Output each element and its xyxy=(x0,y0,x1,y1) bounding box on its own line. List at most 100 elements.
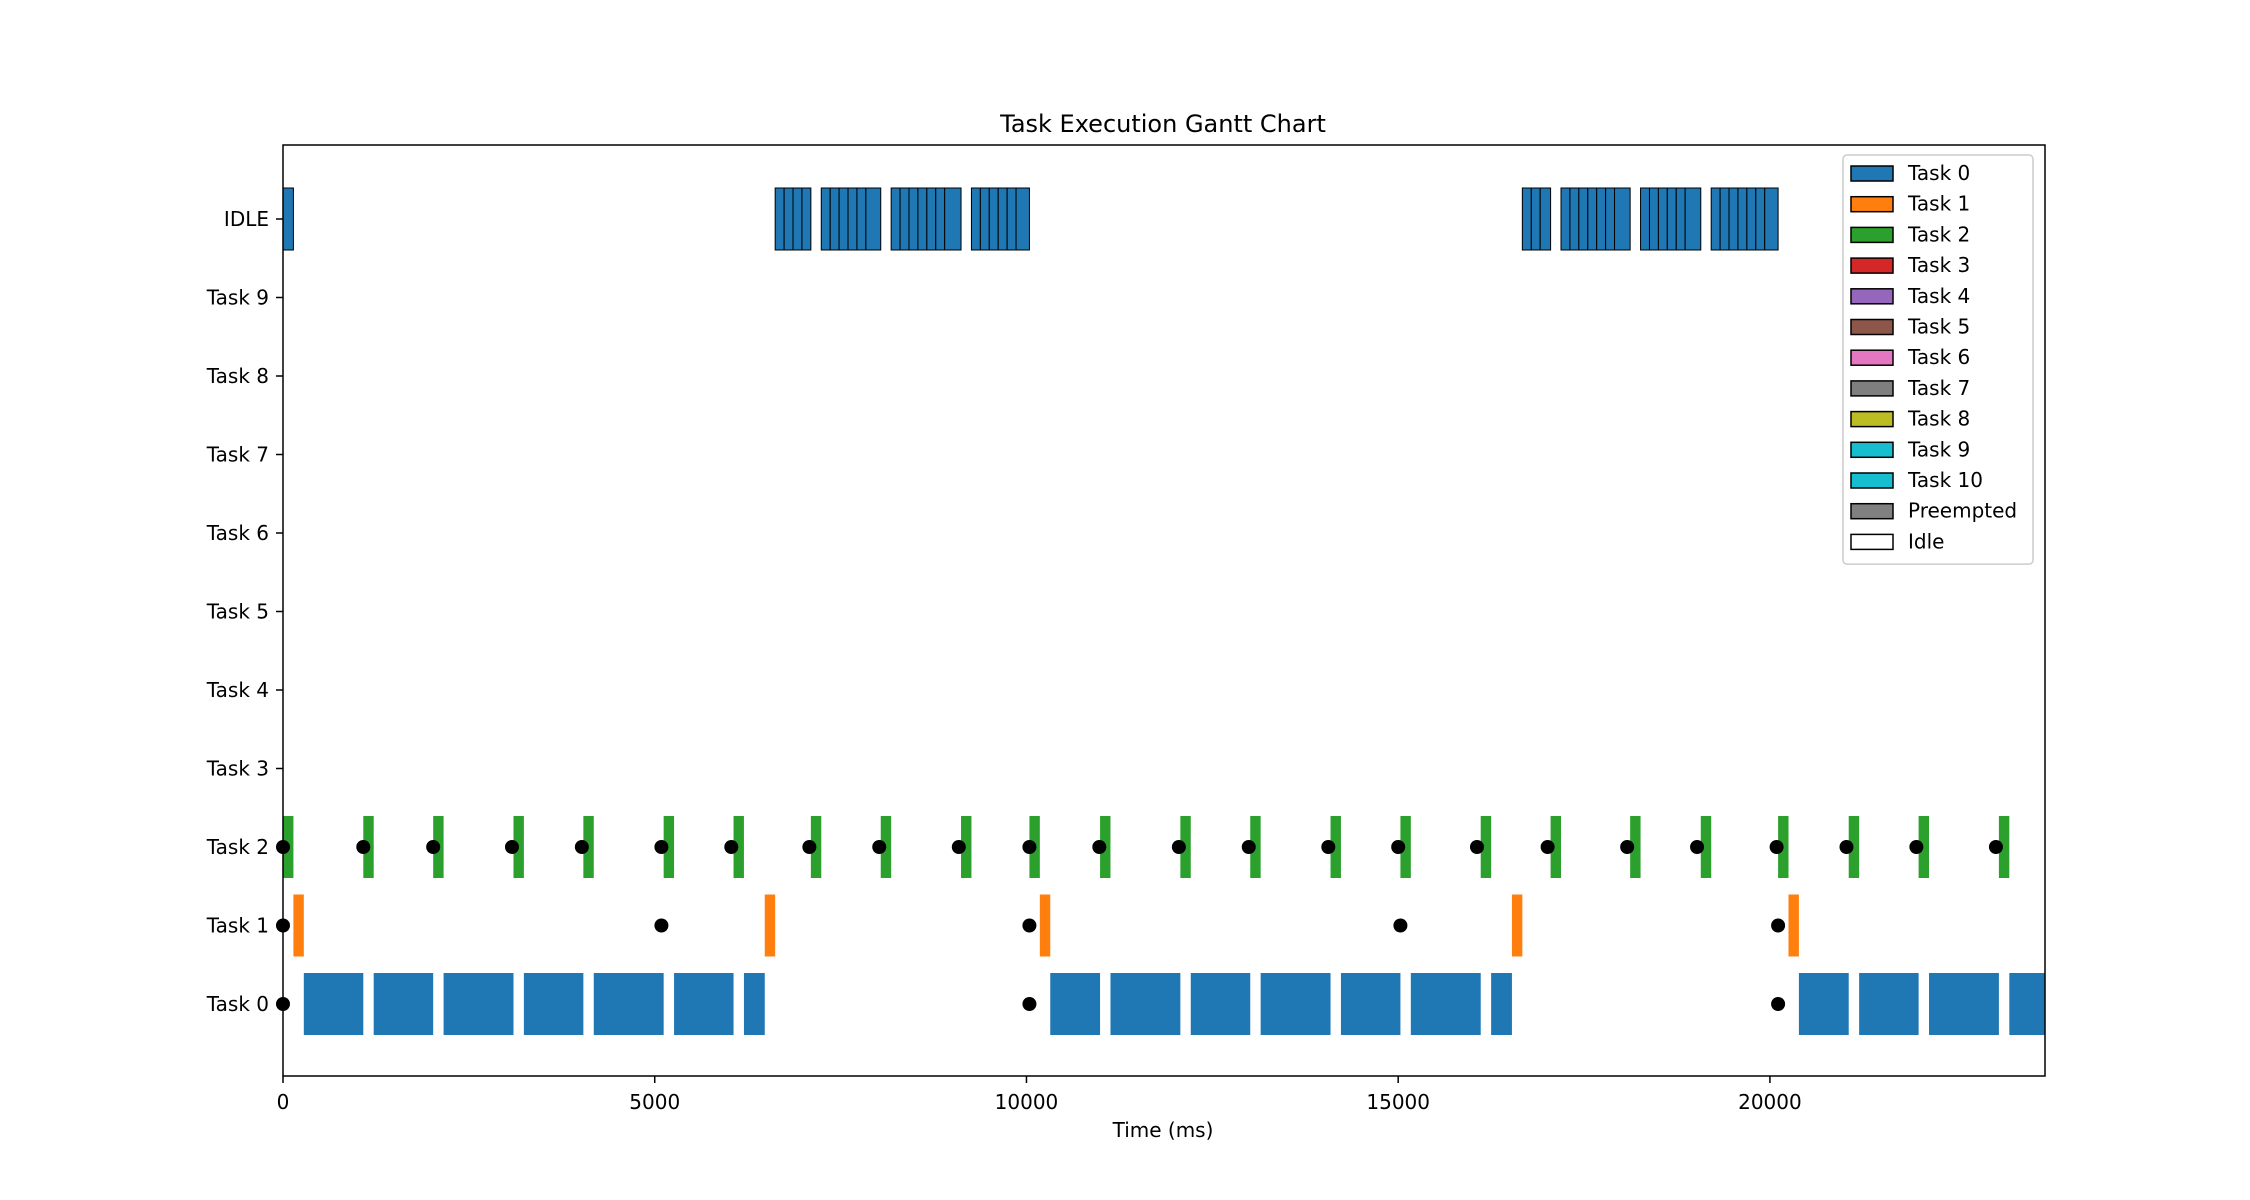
idle-bar xyxy=(1006,187,1017,251)
release-marker xyxy=(504,840,519,854)
idle-bar xyxy=(1015,187,1030,251)
legend-swatch xyxy=(1850,380,1894,397)
release-marker xyxy=(1771,997,1786,1011)
legend-swatch xyxy=(1850,441,1894,459)
idle-bar xyxy=(282,187,294,251)
release-marker xyxy=(1469,840,1484,854)
release-marker xyxy=(654,840,669,854)
idle-bar xyxy=(1569,187,1580,251)
idle-bar xyxy=(1614,187,1631,251)
release-marker xyxy=(654,918,669,933)
release-markers xyxy=(276,840,2003,1011)
legend-frame xyxy=(1842,154,2034,565)
release-marker xyxy=(1769,840,1784,854)
legend-label: Preempted xyxy=(1908,499,2017,523)
x-tick-label: 0 xyxy=(277,1090,290,1114)
y-tick-label: Task 7 xyxy=(206,443,269,467)
idle-bar xyxy=(979,187,990,251)
task-0-bar xyxy=(443,973,514,1035)
chart-title: Task Execution Gantt Chart xyxy=(999,110,1326,138)
idle-bar xyxy=(1605,187,1616,251)
legend-label: Task 6 xyxy=(1907,345,1970,369)
legend-label: Task 4 xyxy=(1907,284,1970,308)
x-tick-label: 15000 xyxy=(1366,1090,1430,1114)
task-0-bar xyxy=(593,973,664,1035)
legend-label: Task 8 xyxy=(1907,407,1970,431)
idle-bar xyxy=(1746,187,1757,251)
idle-bar xyxy=(917,187,928,251)
legend-swatch xyxy=(1850,318,1894,336)
release-marker xyxy=(951,840,966,854)
legend-label: Task 5 xyxy=(1907,315,1970,339)
release-marker xyxy=(1540,840,1555,854)
release-marker xyxy=(1839,840,1854,854)
task-2-bar xyxy=(1400,816,1411,878)
task-2-bar xyxy=(1330,816,1341,878)
y-tick-label: Task 5 xyxy=(206,600,269,624)
task-1-bar xyxy=(1039,894,1051,957)
task-2-bar xyxy=(961,816,972,878)
legend-swatch xyxy=(1850,472,1894,489)
task-0-bar xyxy=(1260,973,1331,1035)
legend-label: Task 3 xyxy=(1907,253,1970,277)
idle-bar xyxy=(899,187,910,251)
task-2-bar xyxy=(1550,816,1562,878)
idle-bar xyxy=(1640,187,1650,251)
legend-swatch xyxy=(1850,288,1894,305)
idle-bar xyxy=(988,187,999,251)
idle-bar xyxy=(820,187,831,251)
task-2-bar xyxy=(1918,816,1930,878)
release-marker xyxy=(724,840,739,854)
task-bars xyxy=(282,187,2045,1035)
x-tick-label: 20000 xyxy=(1738,1090,1802,1114)
idle-bar xyxy=(1719,187,1730,251)
idle-bar xyxy=(1539,187,1552,251)
x-axis-label: Time (ms) xyxy=(1112,1118,1214,1142)
legend-swatch xyxy=(1850,533,1894,551)
idle-bar xyxy=(829,187,840,251)
task-0-bar xyxy=(303,973,364,1035)
legend-swatch xyxy=(1850,502,1894,520)
task-2-bar xyxy=(1998,816,2010,878)
release-marker xyxy=(1022,997,1037,1011)
idle-bar xyxy=(970,187,981,251)
task-1-bar xyxy=(1511,894,1523,957)
task-0-bar xyxy=(2009,973,2045,1035)
idle-bar xyxy=(935,187,946,251)
release-marker xyxy=(872,840,887,854)
idle-bar xyxy=(792,187,803,251)
idle-bar xyxy=(1657,187,1668,251)
task-2-bar xyxy=(1480,816,1492,878)
task-2-bar xyxy=(1630,816,1641,878)
idle-bar xyxy=(908,187,919,251)
idle-bar xyxy=(1587,187,1598,251)
task-2-bar xyxy=(663,816,675,878)
idle-bar xyxy=(856,187,867,251)
task-2-bar xyxy=(1700,816,1712,878)
idle-bar xyxy=(944,187,962,251)
idle-bar xyxy=(1530,187,1541,251)
idle-bar xyxy=(1596,187,1607,251)
idle-bar xyxy=(774,187,785,251)
task-0-bar xyxy=(1798,973,1849,1035)
idle-bar xyxy=(783,187,794,251)
x-tick-label: 5000 xyxy=(629,1090,680,1114)
legend-swatch xyxy=(1850,165,1894,182)
task-0-bar xyxy=(1340,973,1401,1035)
release-marker xyxy=(802,840,817,854)
idle-bar xyxy=(1648,187,1659,251)
idle-bar xyxy=(1578,187,1589,251)
release-marker xyxy=(1321,840,1336,854)
idle-bar xyxy=(801,187,812,251)
release-marker xyxy=(1771,918,1786,933)
y-axis: Task 0 Task 1 Task 2 Task 3 Task 4 Task 5 Task… xyxy=(206,207,283,1016)
task-0-bar xyxy=(1410,973,1481,1035)
idle-bar xyxy=(926,187,937,251)
task-0-bar xyxy=(1050,973,1101,1035)
x-tick-label: 10000 xyxy=(995,1090,1059,1114)
release-marker xyxy=(1022,918,1037,933)
release-marker xyxy=(1391,840,1406,854)
task-0-bar xyxy=(523,973,584,1035)
idle-bar xyxy=(890,187,901,251)
legend-label: Task 9 xyxy=(1907,437,1970,461)
